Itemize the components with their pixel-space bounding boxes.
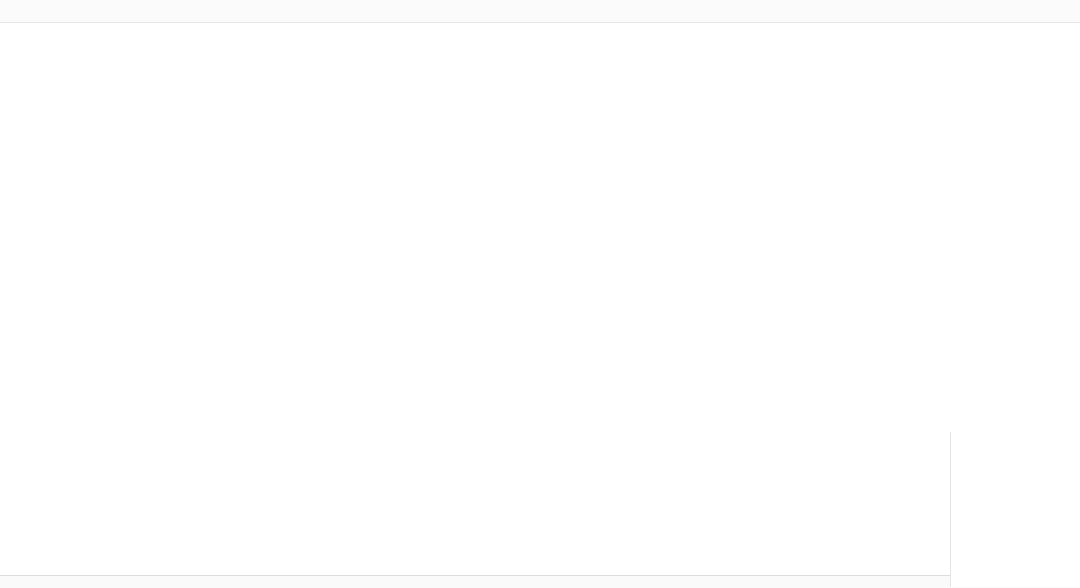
x-axis: [0, 575, 1080, 588]
chip-cost-panel: [950, 432, 1080, 587]
top-toolbar: [0, 0, 1080, 23]
